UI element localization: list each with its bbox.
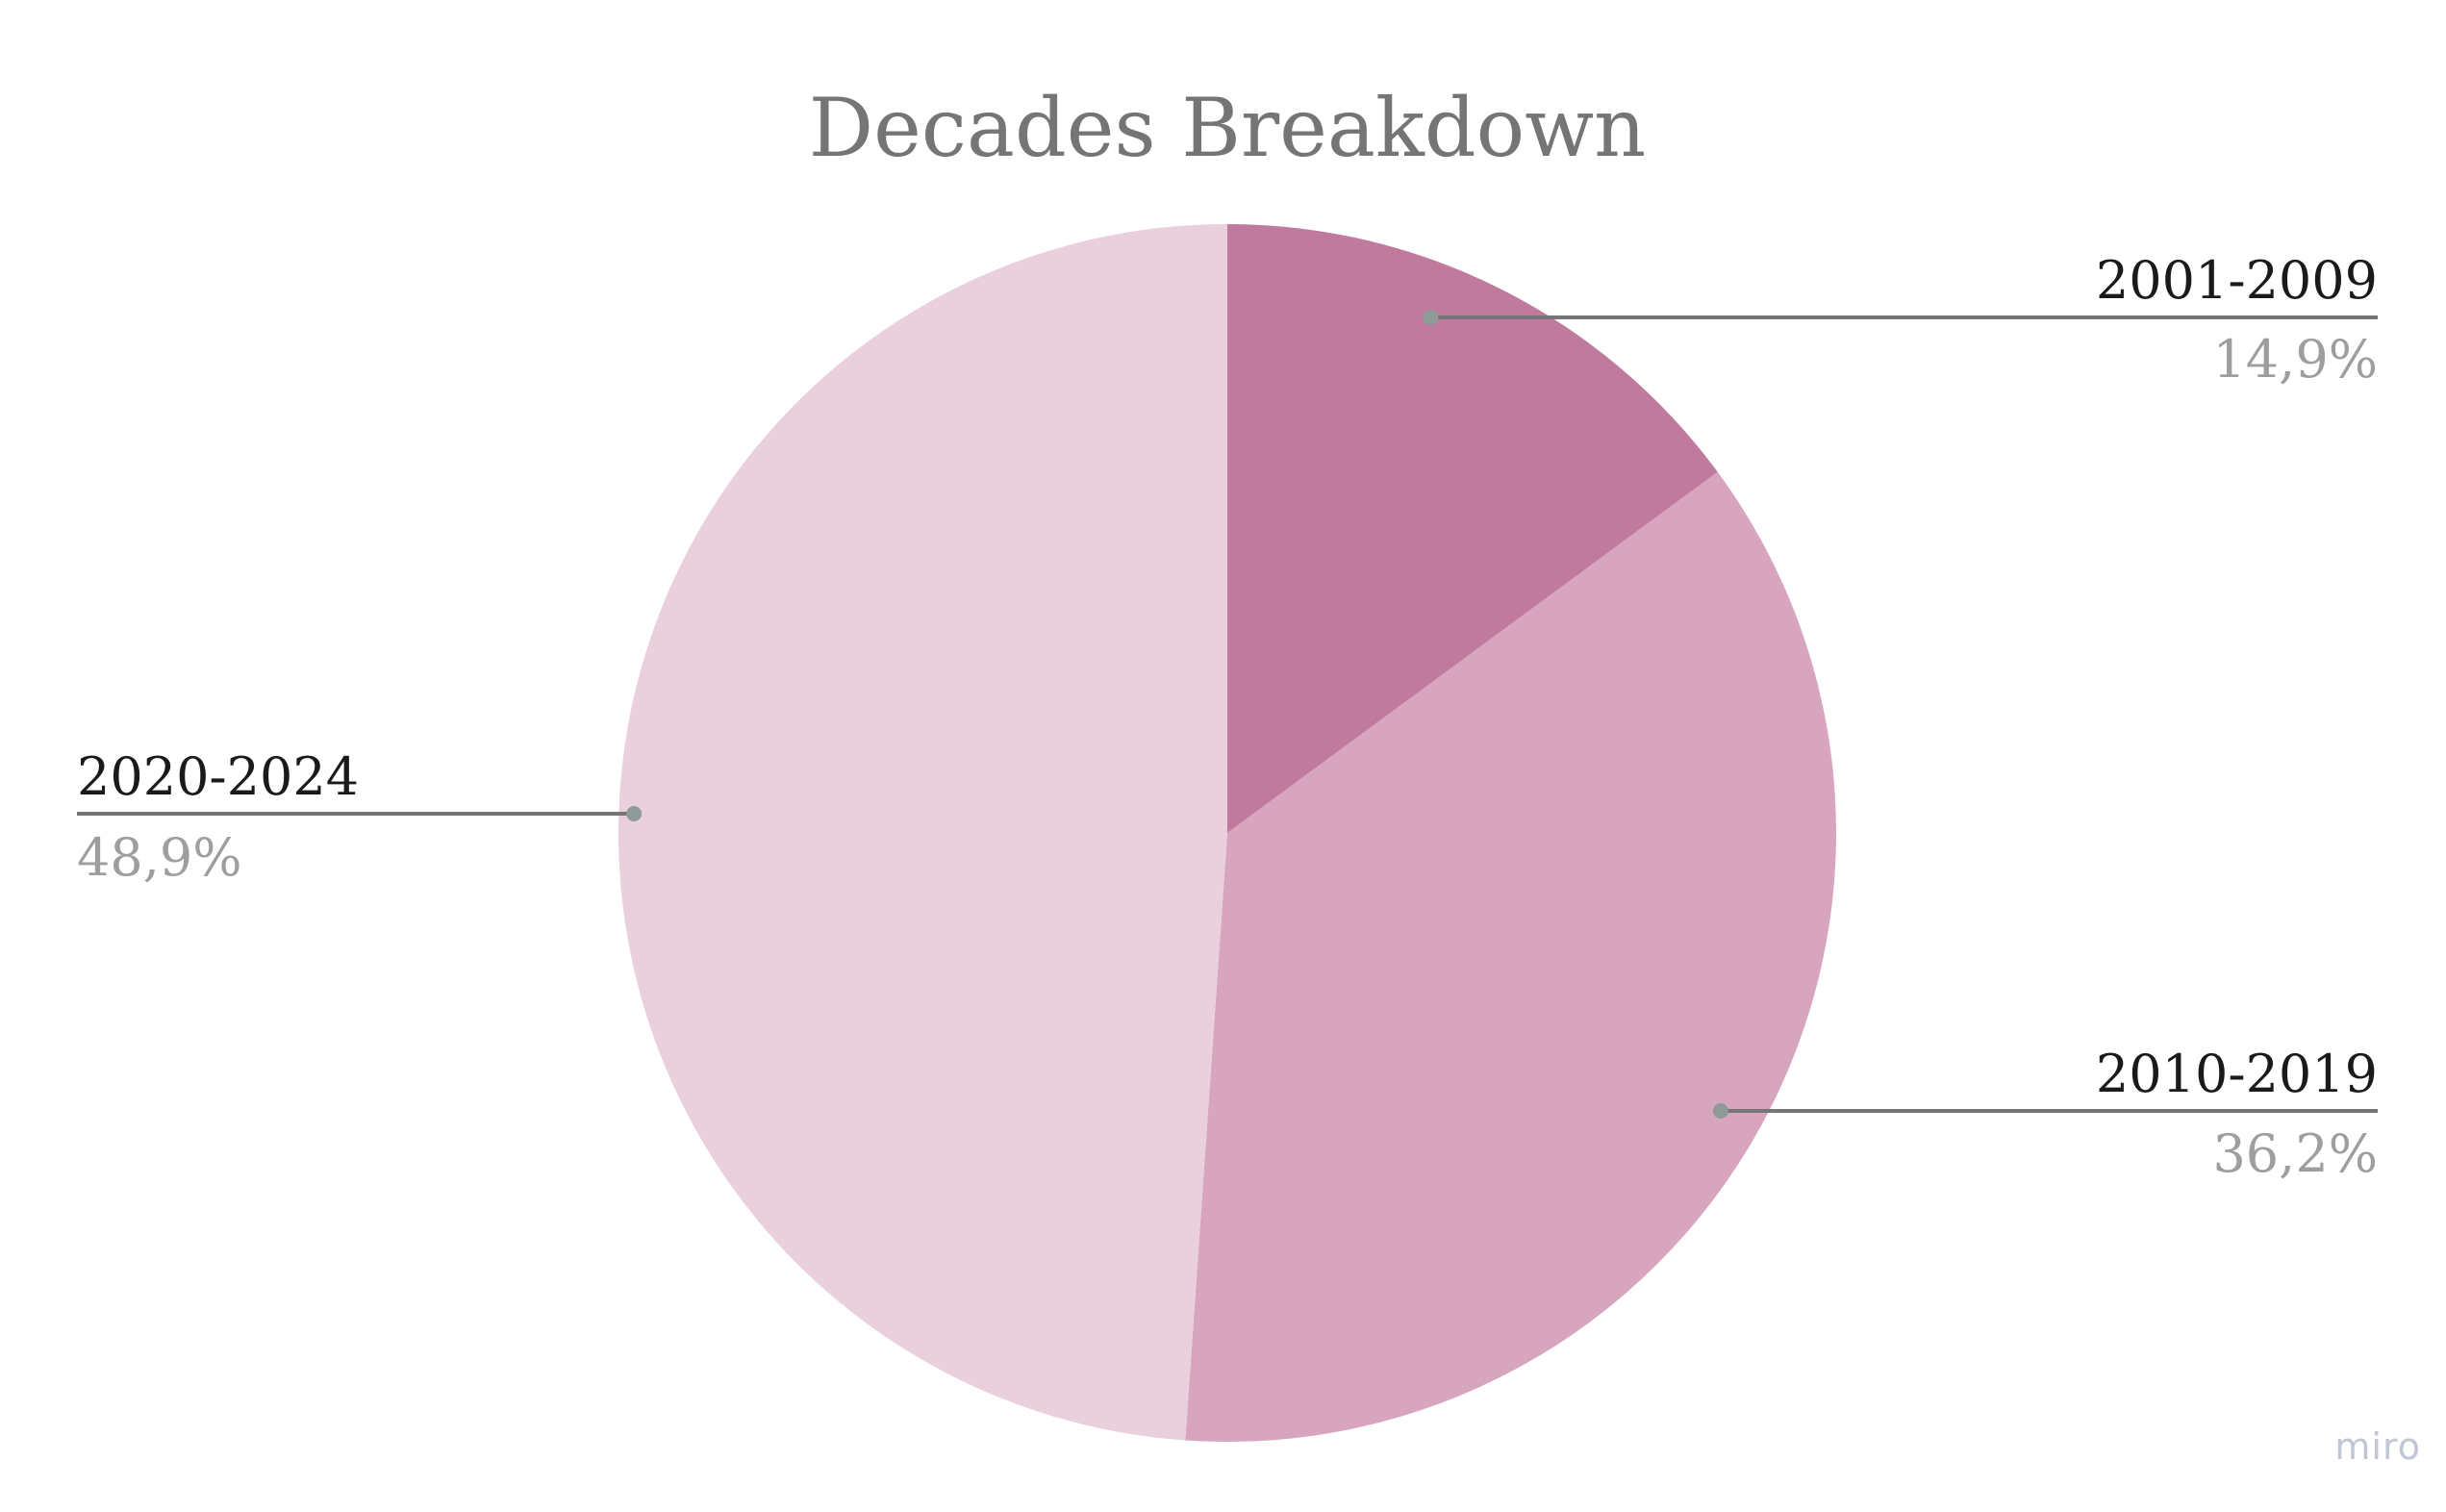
pie-slices [618,223,1837,1443]
pie-slice-2020-2024 [618,223,1227,1441]
pie-slice-2001-2009 [1227,223,1718,833]
slice-label-2001-2009: 2001-2009 [2096,250,2378,311]
slice-labels: 2001-2009 14,9% 2010-2019 36,2% 2020-2024 48,… [77,250,2378,1184]
slice-value-2010-2019: 36,2% [2212,1123,2378,1184]
leader-dot-2010-2019 [1712,1103,1728,1119]
pie-slice-2010-2019 [1185,471,1837,1443]
miro-watermark: miro [2334,1425,2421,1468]
leader-dot-2001-2009 [1423,310,1439,325]
chart-title: Decades Breakdown [809,81,1646,175]
leader-dot-2020-2024 [626,806,643,821]
slice-value-2020-2024: 48,9% [77,827,242,888]
slice-label-2020-2024: 2020-2024 [77,746,359,807]
slice-value-2001-2009: 14,9% [2212,329,2378,390]
slice-label-2010-2019: 2010-2019 [2096,1044,2378,1104]
